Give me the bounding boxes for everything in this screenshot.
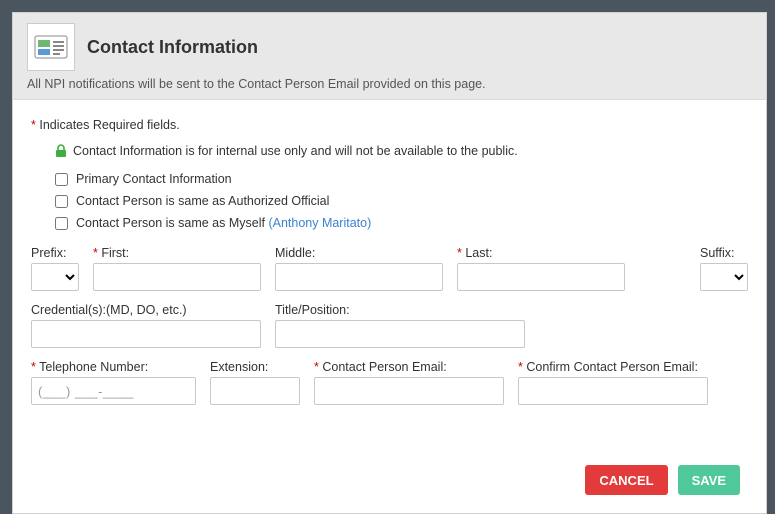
header-top: Contact Information: [27, 23, 752, 71]
credentials-label: Credential(s):(MD, DO, etc.): [31, 303, 261, 317]
confirm-email-input[interactable]: [518, 377, 708, 405]
last-input[interactable]: [457, 263, 625, 291]
field-telephone: * Telephone Number:: [31, 360, 196, 405]
field-title-position: Title/Position:: [275, 303, 525, 348]
modal-header: Contact Information All NPI notification…: [13, 13, 766, 100]
prefix-select[interactable]: [31, 263, 79, 291]
modal-body: * Indicates Required fields. Contact Inf…: [13, 100, 766, 453]
field-confirm-email: * Confirm Contact Person Email:: [518, 360, 708, 405]
modal-title: Contact Information: [87, 37, 258, 58]
field-first: * First:: [93, 246, 261, 291]
telephone-input[interactable]: [31, 377, 196, 405]
field-email: * Contact Person Email:: [314, 360, 504, 405]
extension-input[interactable]: [210, 377, 300, 405]
lock-text: Contact Information is for internal use …: [73, 144, 518, 158]
required-note: * Indicates Required fields.: [31, 118, 748, 132]
extension-label: Extension:: [210, 360, 300, 374]
checkbox-same-myself[interactable]: Contact Person is same as Myself (Anthon…: [55, 216, 748, 230]
lock-icon: [55, 144, 67, 158]
email-input[interactable]: [314, 377, 504, 405]
modal-footer: CANCEL SAVE: [13, 453, 766, 513]
cancel-button[interactable]: CANCEL: [585, 465, 667, 495]
middle-label: Middle:: [275, 246, 443, 260]
field-middle: Middle:: [275, 246, 443, 291]
same-myself-checkbox[interactable]: [55, 217, 68, 230]
modal-subtitle: All NPI notifications will be sent to th…: [27, 77, 752, 91]
checkbox-same-authorized[interactable]: Contact Person is same as Authorized Off…: [55, 194, 748, 208]
title-position-input[interactable]: [275, 320, 525, 348]
email-label: * Contact Person Email:: [314, 360, 504, 374]
save-button[interactable]: SAVE: [678, 465, 740, 495]
same-authorized-checkbox[interactable]: [55, 195, 68, 208]
last-label: * Last:: [457, 246, 625, 260]
suffix-select[interactable]: [700, 263, 748, 291]
middle-input[interactable]: [275, 263, 443, 291]
field-extension: Extension:: [210, 360, 300, 405]
first-label: * First:: [93, 246, 261, 260]
field-credentials: Credential(s):(MD, DO, etc.): [31, 303, 261, 348]
telephone-label: * Telephone Number:: [31, 360, 196, 374]
field-last: * Last:: [457, 246, 625, 291]
field-suffix: Suffix:: [700, 246, 748, 291]
title-position-label: Title/Position:: [275, 303, 525, 317]
myself-name-link[interactable]: (Anthony Maritato): [268, 216, 371, 230]
lock-note: Contact Information is for internal use …: [55, 144, 748, 158]
suffix-label: Suffix:: [700, 246, 748, 260]
field-prefix: Prefix:: [31, 246, 79, 291]
primary-label: Primary Contact Information: [76, 172, 232, 186]
first-input[interactable]: [93, 263, 261, 291]
contact-card-icon: [27, 23, 75, 71]
checkbox-primary[interactable]: Primary Contact Information: [55, 172, 748, 186]
prefix-label: Prefix:: [31, 246, 79, 260]
same-myself-label: Contact Person is same as Myself (Anthon…: [76, 216, 371, 230]
same-authorized-label: Contact Person is same as Authorized Off…: [76, 194, 329, 208]
credentials-input[interactable]: [31, 320, 261, 348]
confirm-email-label: * Confirm Contact Person Email:: [518, 360, 708, 374]
primary-checkbox[interactable]: [55, 173, 68, 186]
contact-info-modal: Contact Information All NPI notification…: [12, 12, 767, 514]
